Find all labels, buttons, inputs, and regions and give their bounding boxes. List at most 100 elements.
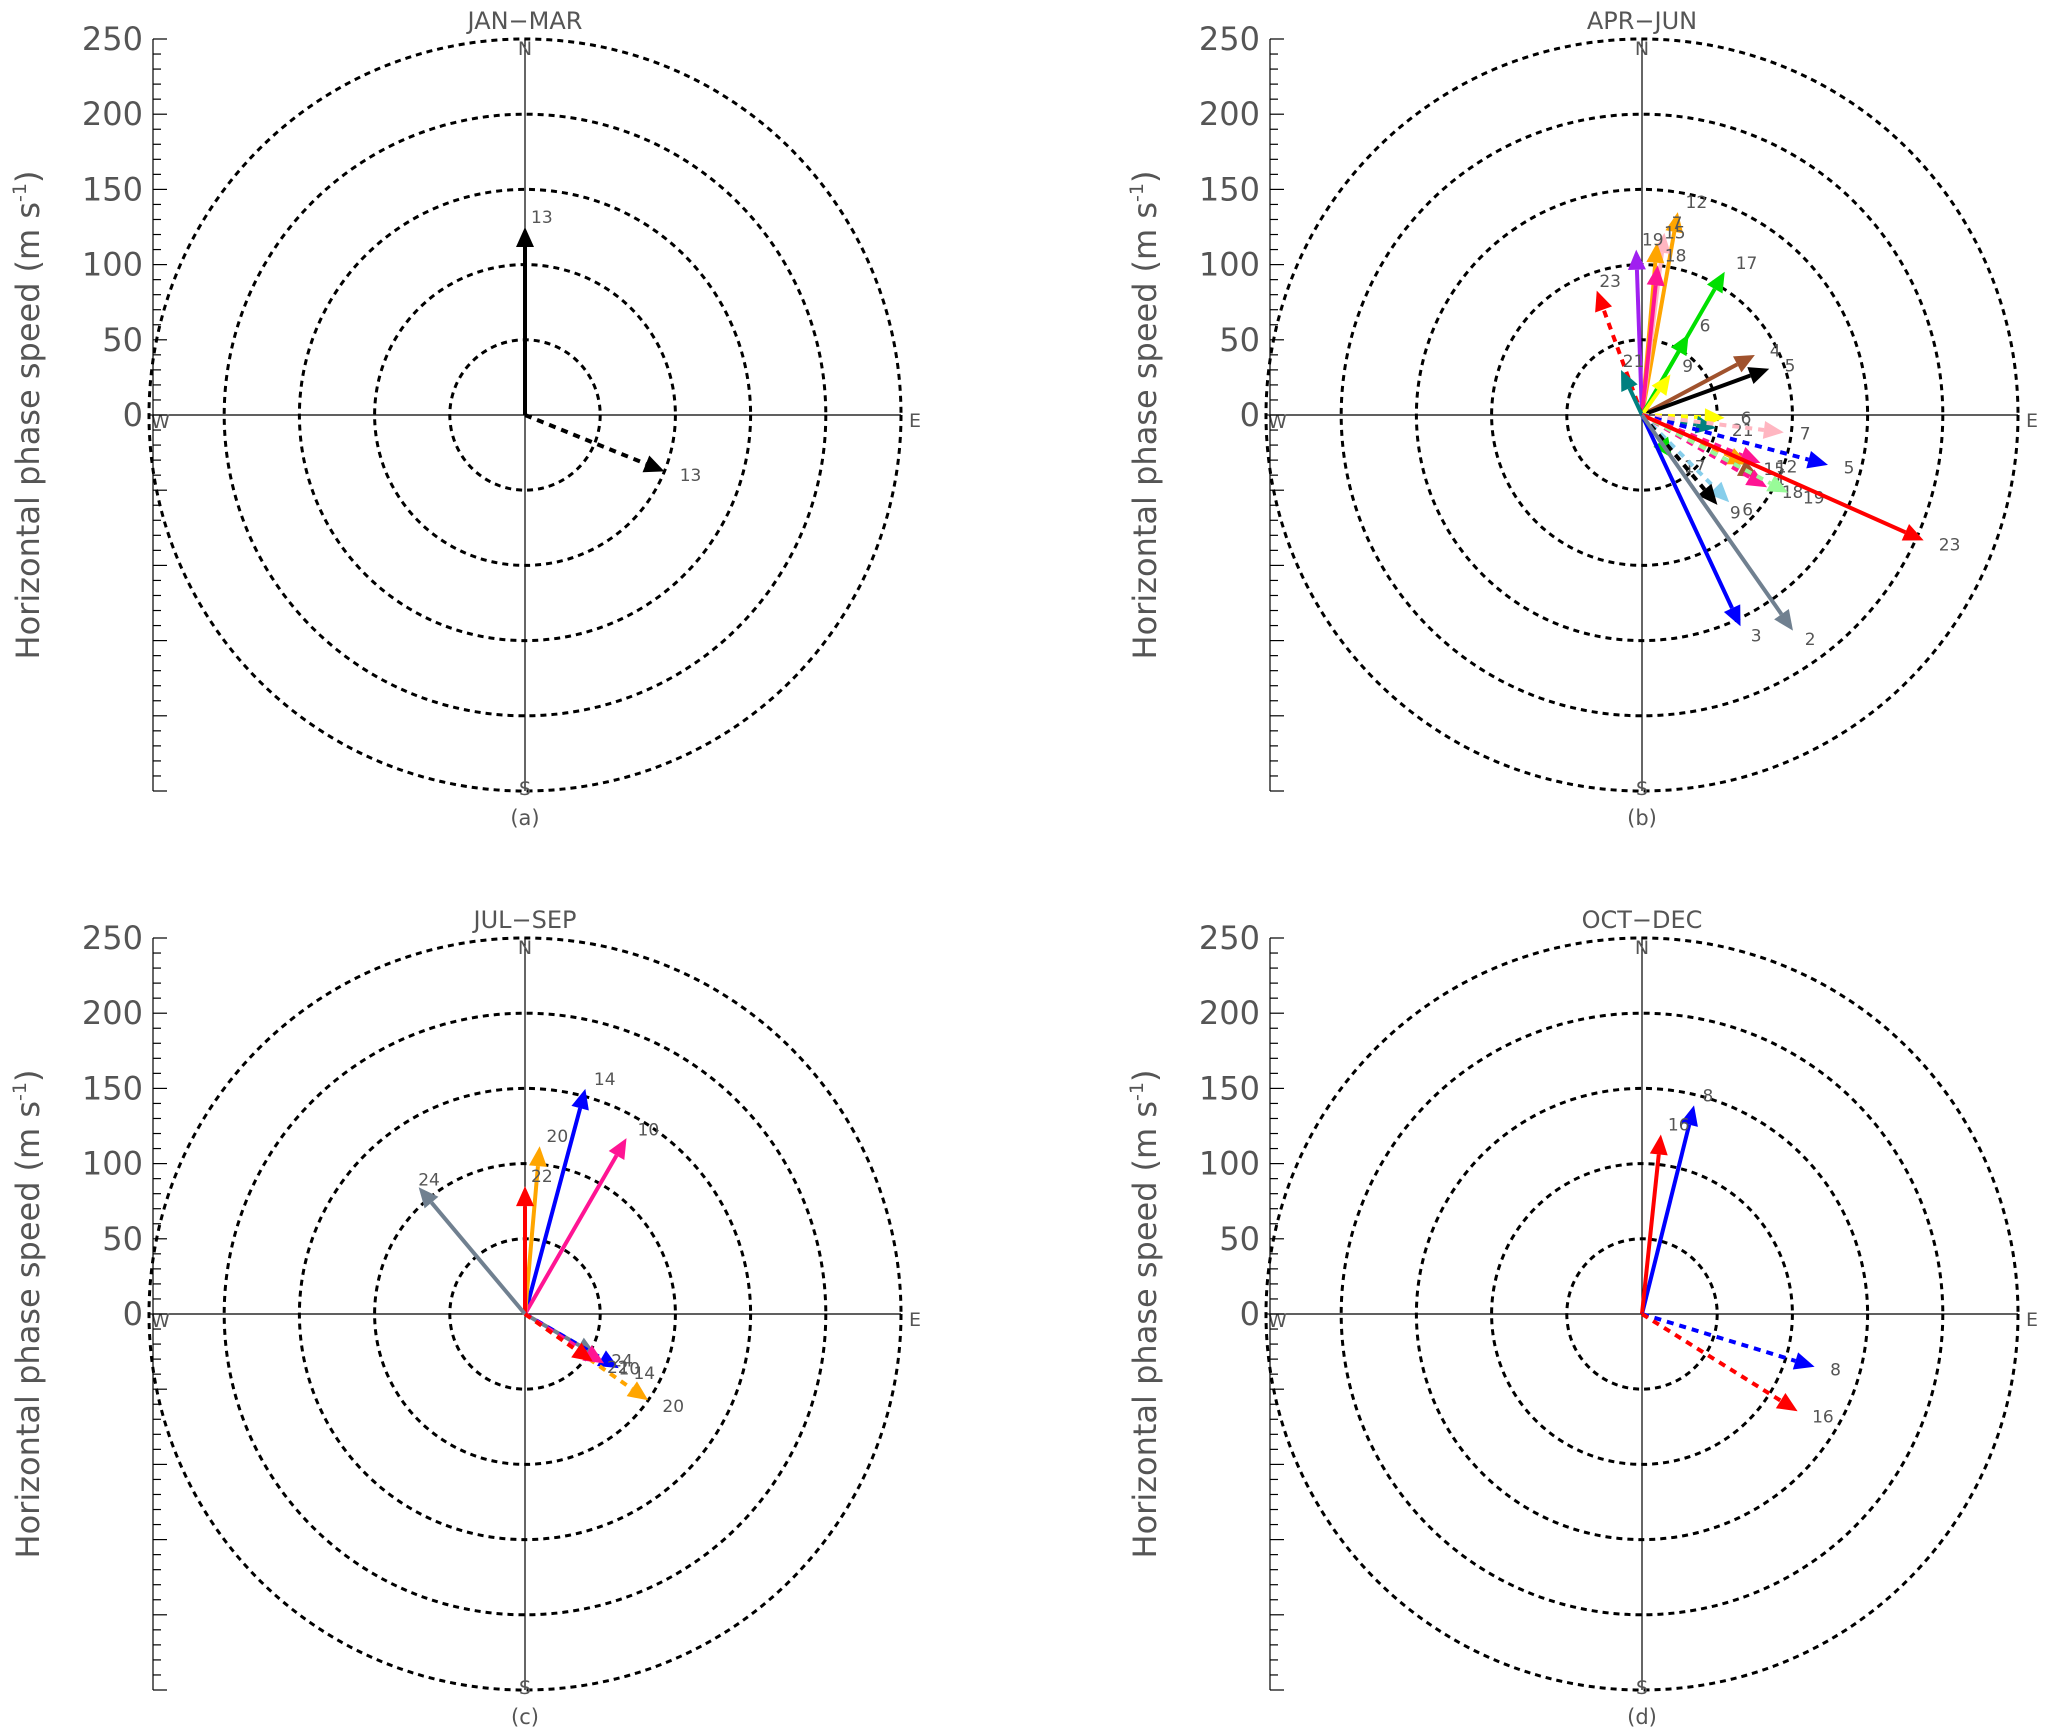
vector-label: 6 [1742,500,1753,520]
vector-head [1766,475,1789,493]
vector-head [1732,354,1755,373]
polar-panel-4: N S E W0 50 100 150 200 250 Horizontal phase spee… [1126,906,2038,1729]
panel-caption: (b) [1627,806,1657,830]
vector-head [1706,271,1725,294]
vector-label: 8 [1702,1087,1713,1107]
vector-shaft [1640,413,1784,616]
y-axis-title-unit: (m s [1126,202,1164,273]
y-axis-title-unit: (m s [1126,1101,1164,1172]
vector-head [1762,421,1784,439]
vector-label: 20 [662,1397,684,1417]
vector-shaft [1641,413,1810,462]
speed-tick-label: 250 [1199,919,1260,957]
compass-s: S [1636,778,1648,800]
compass-w: W [1268,411,1287,433]
vector-label: 5 [1785,356,1796,376]
compass-n: N [518,937,532,959]
vector-head [1697,483,1718,505]
vector-shaft [1641,413,1772,486]
compass-w: W [1268,1310,1287,1332]
vector-head [626,1381,649,1401]
vector-head [1646,265,1665,287]
vector-label: 10 [638,1121,660,1141]
y-axis-title-close: ) [1126,171,1164,183]
speed-tick-label: 50 [102,321,143,359]
vector-label: 24 [418,1171,440,1191]
vector-shaft [1641,373,1752,417]
speed-tick-label: 150 [1199,1069,1260,1107]
vector-head [571,1342,593,1362]
panel-title: OCT−DEC [1582,906,1703,934]
y-axis-title-main: Horizontal phase speed [9,282,47,659]
vector-label: 20 [547,1127,569,1147]
vector-shaft [1641,362,1739,417]
speed-tick-label: 200 [1199,994,1260,1032]
vector-shaft [1641,1312,1797,1363]
compass-e: E [2026,410,2038,432]
vector-head [1646,242,1665,264]
speed-tick-label: 250 [82,919,143,957]
vector-head [1901,524,1924,541]
polar-panel-1: N S E W0 50 100 150 200 250 Horizontal phase spee… [9,7,921,830]
vector-shaft [1640,414,1734,609]
vector-label: 14 [594,1070,616,1090]
vector-label: 13 [531,208,553,228]
vector-label: 12 [1776,458,1798,478]
vector-shaft [1634,269,1644,416]
vector-head [1627,249,1646,270]
compass-e: E [909,1309,921,1331]
vector-label: 13 [680,466,702,486]
panel-caption: (c) [511,1705,539,1729]
vector-head [1670,334,1689,357]
vector-head [642,455,665,473]
vector-head [1665,212,1684,234]
compass-e: E [2026,1309,2038,1331]
speed-tick-label: 50 [1219,1220,1260,1258]
speed-tick-label: 100 [1199,246,1260,284]
vector-shaft [1640,285,1658,416]
y-axis-title: Horizontal phase speed (m s-1) [1126,171,1164,660]
vector-head [1774,609,1793,631]
vector-shaft [523,1154,619,1315]
vector-shaft [1641,413,1907,535]
vector-head [1651,374,1671,396]
vector-shaft [523,1312,578,1352]
vector-label: 8 [1830,1361,1841,1381]
vector-shaft [1640,389,1661,417]
vector-head [1680,1105,1698,1127]
vector-head [1723,604,1741,627]
speed-tick-label: 200 [1199,95,1260,133]
speed-tick-label: 50 [1219,321,1260,359]
vector-shaft [523,1107,583,1315]
y-axis-title-close: ) [1126,1070,1164,1082]
vector-label: 21 [1623,352,1645,372]
speed-tick-label: 250 [1199,20,1260,58]
compass-w: W [151,1310,170,1332]
vector-label: 2 [1805,630,1816,650]
speed-tick-label: 0 [123,396,143,434]
vector-shaft [1640,1154,1661,1315]
compass-s: S [519,1677,531,1699]
panel-title: JUL−SEP [472,906,577,934]
vector-label: 16 [1668,1116,1690,1136]
speed-tick-label: 0 [1240,396,1260,434]
speed-tick-label: 150 [1199,170,1260,208]
vector-label: 15 [1664,224,1686,244]
speed-tick-label: 0 [123,1295,143,1333]
vector-shaft [1640,1124,1692,1315]
y-axis-title-exponent: -1 [1126,1082,1148,1101]
vector-label: 12 [1686,193,1708,213]
y-axis-title-exponent: -1 [9,183,31,202]
vector-label: 6 [1700,317,1711,337]
speed-tick-label: 100 [82,1145,143,1183]
vector-head [1649,1134,1668,1156]
vector-label: 6 [1741,409,1752,429]
vector-head [1595,290,1613,313]
vector-head [516,227,534,247]
compass-w: W [151,411,170,433]
y-axis-title: Horizontal phase speed (m s-1) [1126,1070,1164,1559]
vector-label: 23 [1599,272,1621,292]
vector-label: 16 [1812,1408,1834,1428]
panel-title: APR−JUN [1587,7,1697,35]
y-axis-title-close: ) [9,171,47,183]
